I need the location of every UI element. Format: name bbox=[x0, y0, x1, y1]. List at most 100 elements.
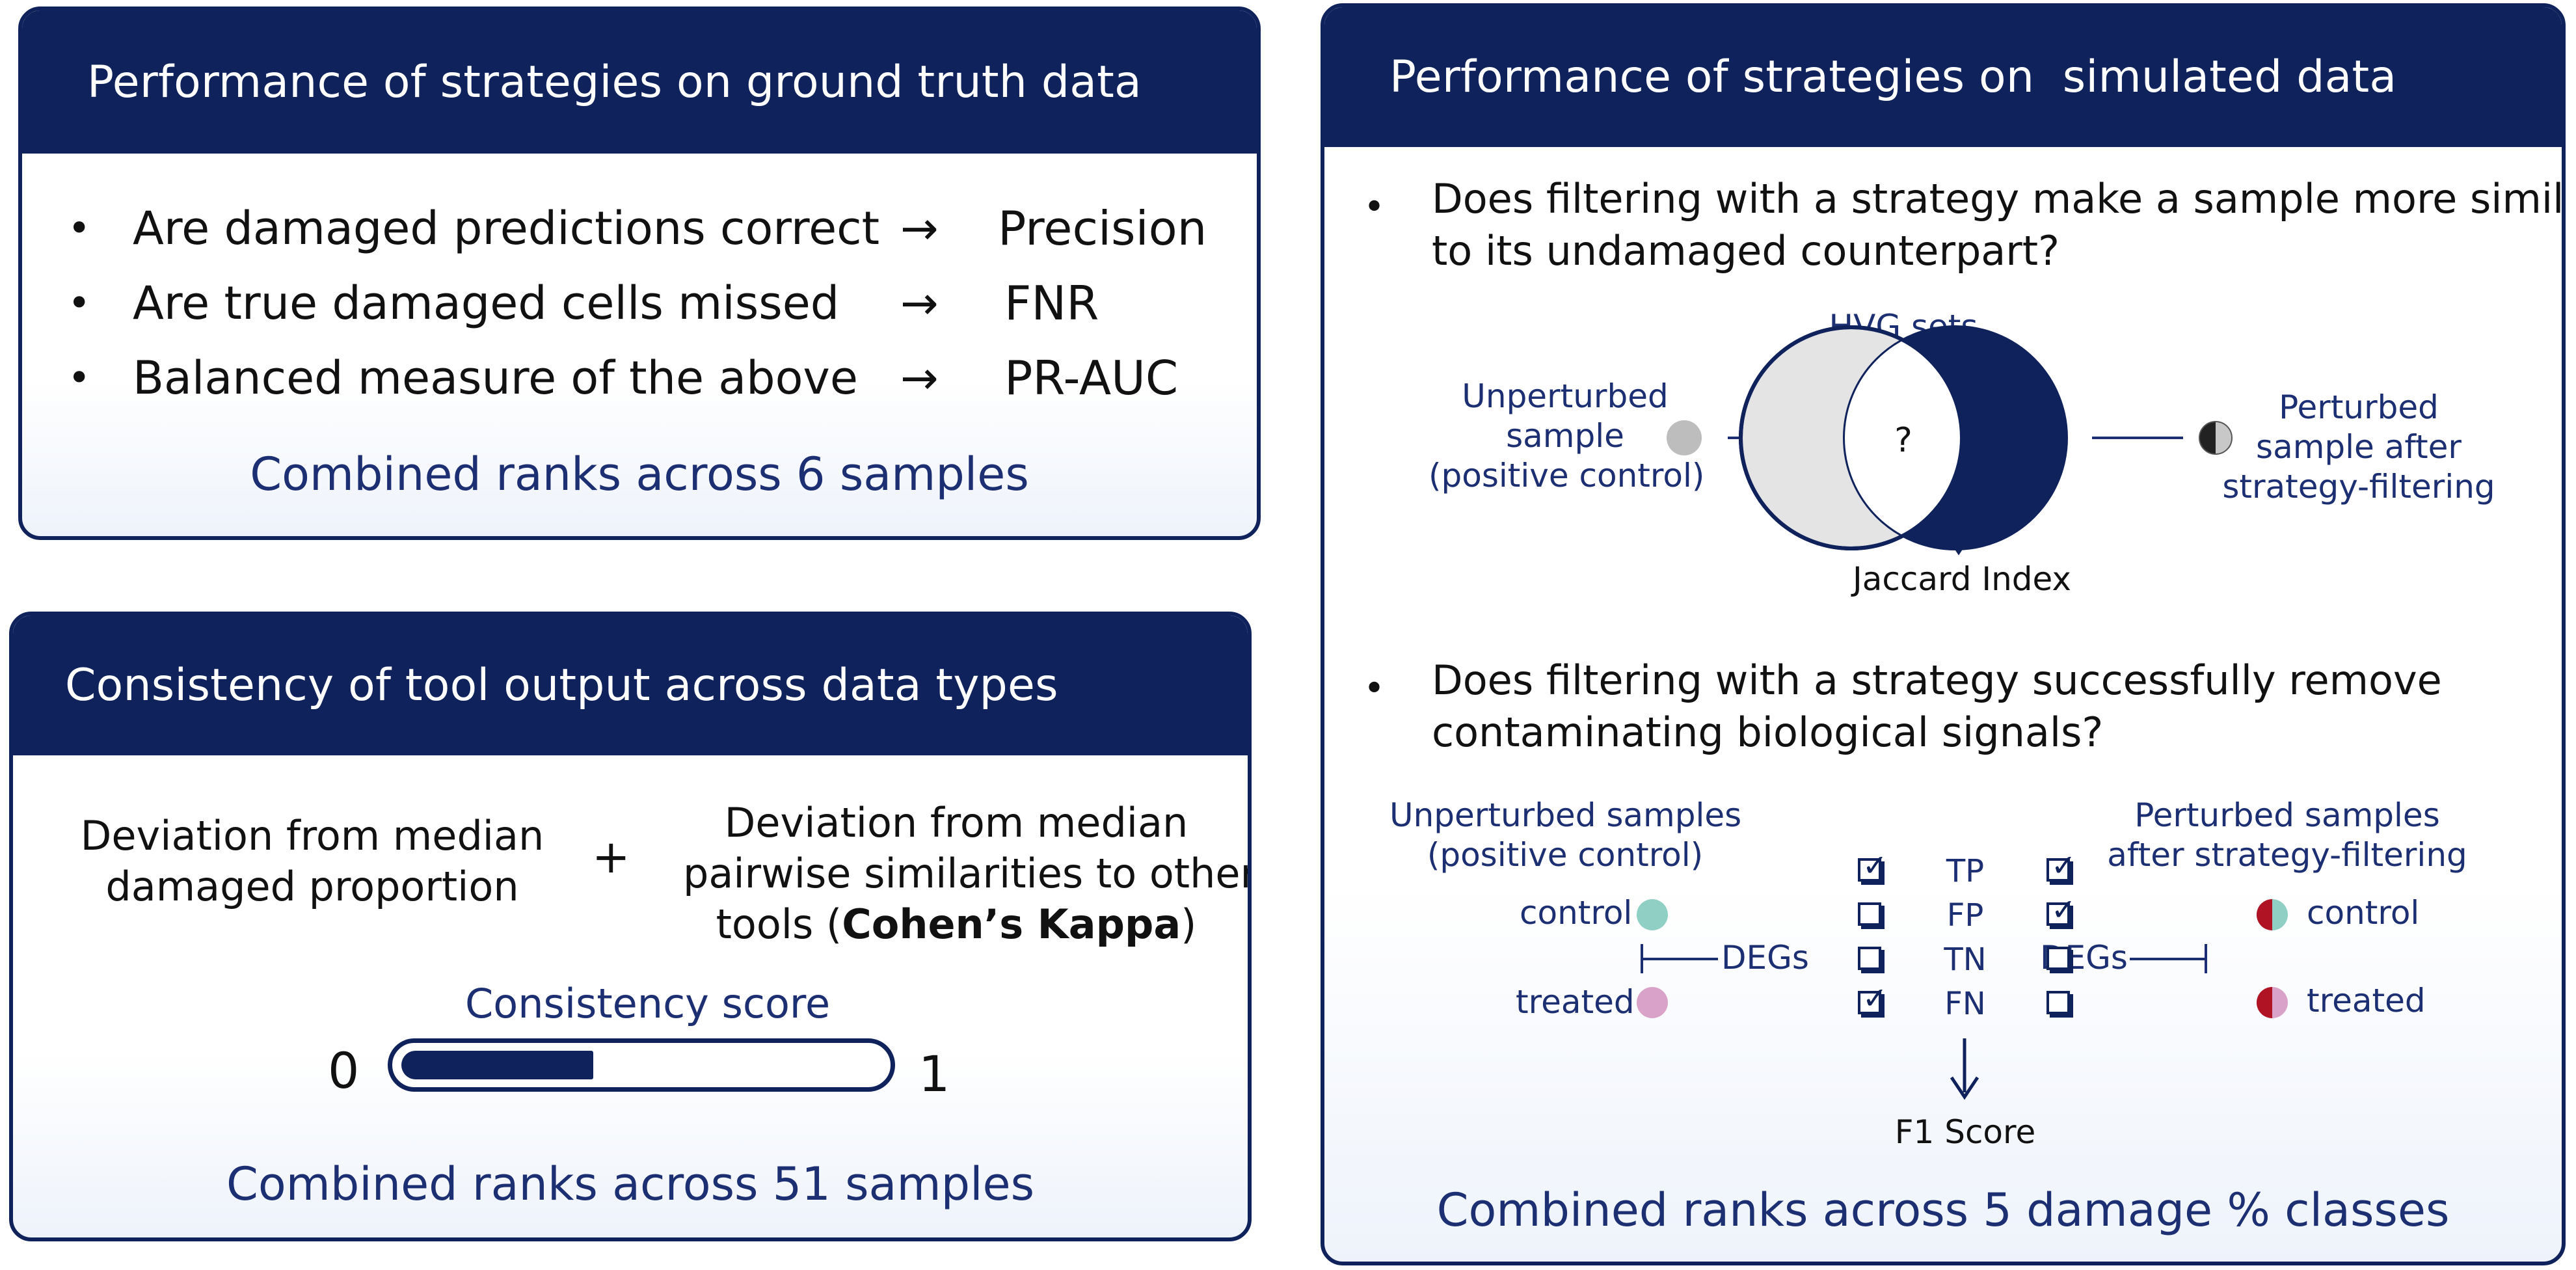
gt-bullet-row-3: • Balanced measure of the above → PR-AUC bbox=[68, 349, 1178, 407]
f1-score-label: F1 Score bbox=[1894, 1113, 2036, 1151]
question-1-line-1: Does filtering with a strategy make a sa… bbox=[1432, 175, 2566, 223]
check-mark-icon: ✓ bbox=[1862, 848, 1888, 883]
confusion-term-tp: TP bbox=[1946, 853, 1985, 889]
simulated-footer: Combined ranks across 5 damage % classes bbox=[1436, 1183, 2450, 1237]
check-mark-icon: ✓ bbox=[2051, 848, 2076, 883]
consistency-footer: Combined ranks across 51 samples bbox=[226, 1157, 1035, 1211]
perturbed-control-dot bbox=[2257, 899, 2288, 930]
confusion-terms: ✓ TP ✓ FP ✓ TN ✓ FN bbox=[1858, 850, 2079, 1035]
pairwise-line-3: tools (Cohen’s Kappa) bbox=[683, 899, 1229, 950]
unperturbed-line-2: sample bbox=[1506, 417, 1624, 455]
score-min-label: 0 bbox=[328, 1042, 360, 1100]
venn-circle-right bbox=[1843, 325, 2068, 550]
gt-metric: FNR bbox=[1004, 276, 1099, 331]
unperturbed-line-3: (positive control) bbox=[1429, 457, 1705, 494]
control-label: control bbox=[1520, 894, 1633, 932]
ground-truth-panel: Performance of strategies on ground trut… bbox=[18, 7, 1261, 540]
cohens-kappa-label: Cohen’s Kappa bbox=[842, 900, 1181, 948]
jaccard-arrow-head bbox=[1944, 532, 1974, 556]
control-dot bbox=[1637, 899, 1668, 930]
plus-sign: + bbox=[592, 830, 630, 884]
deviation-pairwise-similarity: Deviation from median pairwise similarit… bbox=[683, 798, 1252, 950]
right-arrow-icon: → bbox=[900, 351, 939, 405]
check-mark-icon: ✓ bbox=[1862, 980, 1888, 1016]
unchecked-box-icon bbox=[2046, 991, 2070, 1014]
deviation-line-2: damaged proportion bbox=[105, 863, 519, 910]
question-2-line-1: Does filtering with a strategy successfu… bbox=[1432, 656, 2442, 704]
question-2: Does filtering with a strategy successfu… bbox=[1432, 655, 2442, 759]
score-max-label: 1 bbox=[919, 1045, 950, 1103]
gt-metric: Precision bbox=[998, 201, 1207, 256]
hvg-sets-label: HVG sets bbox=[1829, 308, 1978, 345]
pairwise-line-3-suffix: ) bbox=[1181, 900, 1197, 948]
treated-dot bbox=[1637, 987, 1668, 1018]
unperturbed-sample-label: Unperturbed sample (positive control) bbox=[1429, 377, 1705, 496]
unperturbed-samples-label: Unperturbed samples (positive control) bbox=[1389, 796, 1741, 875]
confusion-term-fn: FN bbox=[1944, 986, 1986, 1022]
ground-truth-header: Performance of strategies on ground trut… bbox=[22, 10, 1257, 154]
confusion-term-tn: TN bbox=[1944, 941, 1987, 978]
gt-question: Are true damaged cells missed bbox=[133, 277, 840, 330]
gt-question: Balanced measure of the above bbox=[133, 351, 858, 405]
consistency-header: Consistency of tool output across data t… bbox=[13, 615, 1248, 755]
perturbed-line-3: strategy-filtering bbox=[2222, 468, 2495, 506]
venn-intersection bbox=[1845, 327, 1962, 548]
checked-box-icon: ✓ bbox=[2046, 850, 2076, 882]
ground-truth-footer: Combined ranks across 6 samples bbox=[250, 448, 1029, 501]
degs-bracket-right bbox=[2130, 944, 2207, 973]
venn-circle-left bbox=[1739, 325, 1964, 550]
perturbed-line-1: Perturbed bbox=[2279, 388, 2439, 426]
unchecked-box-icon bbox=[1858, 947, 1881, 970]
jaccard-index-label: Jaccard Index bbox=[1853, 560, 2071, 598]
unperturbed-samples-line-1: Unperturbed samples bbox=[1389, 796, 1742, 834]
consistency-panel: Consistency of tool output across data t… bbox=[9, 612, 1252, 1241]
deviation-damaged-proportion: Deviation from median damaged proportion bbox=[52, 811, 572, 912]
pairwise-line-3-prefix: tools ( bbox=[716, 900, 842, 948]
question-2-line-2: contaminating biological signals? bbox=[1432, 709, 2104, 756]
consistency-score-label: Consistency score bbox=[465, 980, 831, 1027]
perturbed-samples-line-2: after strategy-filtering bbox=[2107, 836, 2467, 874]
degs-bracket-left bbox=[1641, 944, 1718, 973]
simulated-title: Performance of strategies on simulated d… bbox=[1389, 51, 2397, 103]
perturbed-treated-red-half bbox=[2257, 987, 2272, 1018]
consistency-title: Consistency of tool output across data t… bbox=[65, 660, 1058, 711]
unperturbed-line-1: Unperturbed bbox=[1462, 377, 1669, 415]
unchecked-box-icon bbox=[2046, 947, 2070, 970]
perturbed-sample-label: Perturbed sample after strategy-filterin… bbox=[2190, 388, 2528, 507]
right-arrow-icon: → bbox=[900, 202, 939, 255]
perturbed-samples-label: Perturbed samples after strategy-filteri… bbox=[2105, 796, 2469, 875]
consistency-score-bar bbox=[388, 1038, 895, 1092]
simulated-panel: Performance of strategies on simulated d… bbox=[1321, 3, 2566, 1265]
question-1: Does filtering with a strategy make a sa… bbox=[1432, 173, 2566, 277]
simulated-header: Performance of strategies on simulated d… bbox=[1324, 7, 2562, 147]
bullet-dot: • bbox=[68, 206, 91, 251]
gt-question: Are damaged predictions correct bbox=[133, 202, 880, 255]
right-arrow-icon: → bbox=[900, 277, 939, 330]
checked-box-icon: ✓ bbox=[1858, 850, 1888, 882]
pairwise-line-2: pairwise similarities to other bbox=[683, 850, 1252, 897]
perturbed-line-2: sample after bbox=[2256, 428, 2462, 466]
question-1-line-2: to its undamaged counterpart? bbox=[1432, 227, 2059, 275]
pairwise-line-1: Deviation from median bbox=[724, 799, 1188, 846]
checked-box-icon: ✓ bbox=[2046, 895, 2076, 926]
perturbed-treated-label: treated bbox=[2307, 982, 2426, 1020]
perturbed-control-red-half bbox=[2257, 899, 2272, 930]
unperturbed-samples-line-2: (positive control) bbox=[1427, 836, 1704, 874]
perturbed-samples-line-1: Perturbed samples bbox=[2134, 796, 2440, 834]
treated-label: treated bbox=[1516, 983, 1635, 1021]
bullet-dot: • bbox=[68, 355, 91, 401]
unchecked-box-icon bbox=[1858, 902, 1881, 926]
perturbed-control-label: control bbox=[2307, 894, 2420, 932]
f1-arrow-head bbox=[1950, 1076, 1979, 1100]
venn-circle-left-outline bbox=[1739, 325, 1964, 550]
deviation-line-1: Deviation from median bbox=[80, 812, 544, 859]
consistency-score-fill bbox=[401, 1051, 593, 1079]
ground-truth-title: Performance of strategies on ground trut… bbox=[87, 56, 1142, 108]
confusion-term-fp: FP bbox=[1946, 897, 1984, 934]
bullet-dot: • bbox=[1363, 186, 1386, 228]
bullet-dot: • bbox=[1363, 668, 1386, 710]
gt-metric: PR-AUC bbox=[1004, 351, 1179, 405]
gt-bullet-row-2: • Are true damaged cells missed → FNR bbox=[68, 274, 1099, 332]
check-mark-icon: ✓ bbox=[2051, 892, 2076, 927]
degs-label-left: DEGs bbox=[1721, 939, 1809, 977]
